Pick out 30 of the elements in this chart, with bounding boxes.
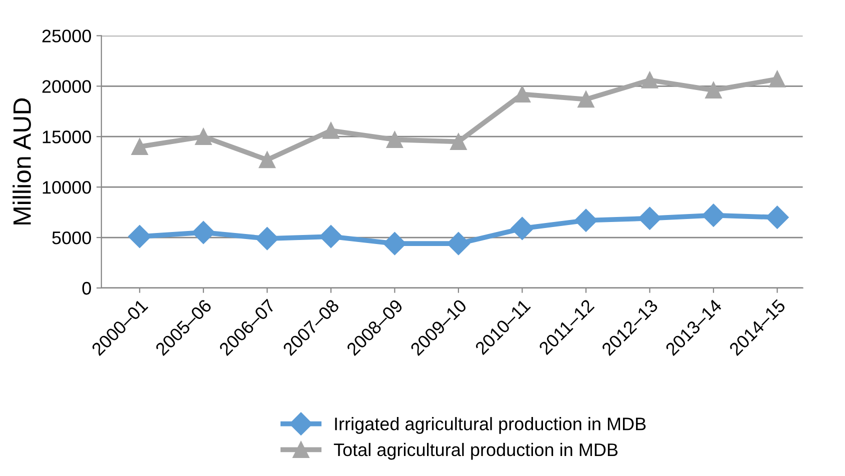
point [450, 133, 467, 150]
y-tick-label: 20000 [42, 80, 91, 93]
point [641, 72, 658, 88]
y-tick-label: 10000 [42, 181, 91, 194]
point [195, 128, 212, 145]
point [574, 208, 598, 232]
point [319, 225, 342, 248]
point [258, 151, 276, 168]
y-tick-label: 5000 [52, 231, 91, 244]
legend-label: Irrigated agricultural production in MDB [335, 417, 646, 434]
point [256, 227, 279, 250]
point [766, 206, 789, 229]
point [768, 70, 786, 88]
point [705, 82, 722, 99]
point [514, 86, 531, 103]
point [510, 216, 534, 240]
legend-label: Total agricultural production in MDB [334, 442, 618, 460]
point [322, 122, 340, 139]
point [386, 131, 404, 148]
y-tick-label: 25000 [42, 30, 91, 42]
y-tick-label: 0 [82, 282, 91, 295]
point [578, 90, 594, 108]
point [192, 220, 215, 244]
point [638, 206, 662, 230]
point [131, 138, 148, 156]
point [702, 204, 725, 227]
y-axis-title: Million AUD [12, 98, 31, 224]
point [383, 232, 406, 256]
point [128, 225, 152, 248]
y-tick-label: 15000 [42, 130, 91, 144]
